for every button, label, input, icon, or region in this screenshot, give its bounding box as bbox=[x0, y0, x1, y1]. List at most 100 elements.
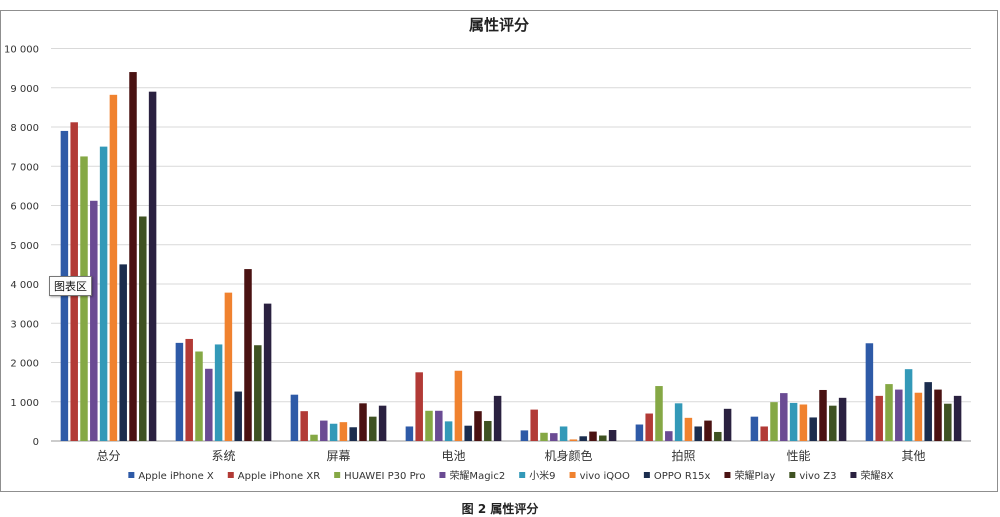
bar bbox=[635, 424, 644, 441]
bar bbox=[780, 393, 788, 441]
y-tick-label: 2 000 bbox=[10, 359, 39, 370]
x-axis-labels: 总分 系统 屏幕 电池 机身颜色 拍照 性能 其他 bbox=[96, 448, 925, 463]
legend-item: Apple iPhone X bbox=[128, 471, 214, 482]
legend-swatch bbox=[227, 472, 234, 478]
bar bbox=[789, 402, 798, 441]
y-tick-label: 9 000 bbox=[10, 84, 39, 95]
bar bbox=[195, 351, 203, 441]
bar bbox=[530, 409, 538, 441]
legend-item: vivo Z3 bbox=[789, 471, 836, 482]
legend-swatch bbox=[519, 472, 526, 478]
legend-item: 荣耀Magic2 bbox=[439, 470, 505, 482]
legend-swatch bbox=[850, 472, 857, 478]
bar bbox=[224, 292, 233, 441]
y-tick-label: 4 000 bbox=[10, 280, 39, 291]
x-tick-label: 总分 bbox=[96, 449, 120, 463]
bar bbox=[819, 389, 827, 441]
bar bbox=[425, 410, 433, 441]
bar bbox=[175, 342, 184, 441]
bar bbox=[599, 435, 607, 441]
y-tick-label: 5 000 bbox=[10, 241, 39, 252]
bar bbox=[119, 264, 127, 441]
legend-label: 荣耀Play bbox=[734, 470, 775, 482]
x-tick-label: 其他 bbox=[901, 449, 925, 463]
figure-caption: 图 2 属性评分 bbox=[461, 502, 539, 516]
legend-label: 小米9 bbox=[529, 469, 555, 482]
legend-label: Apple iPhone XR bbox=[238, 471, 320, 482]
bar bbox=[885, 384, 893, 441]
y-tick-label: 10 000 bbox=[4, 45, 39, 56]
bar bbox=[254, 345, 262, 441]
bar bbox=[129, 72, 137, 442]
chart-area-tooltip: 图表区 bbox=[49, 276, 92, 296]
bar bbox=[704, 420, 712, 441]
bar bbox=[924, 382, 932, 441]
bar bbox=[760, 426, 768, 441]
bar-chart: 属性评分 0 1 000 2 000 3 000 4 000 5 000 6 000 7 00… bbox=[4, 16, 971, 482]
legend-label: 荣耀Magic2 bbox=[449, 470, 505, 482]
gridlines bbox=[51, 48, 971, 442]
bar bbox=[829, 405, 837, 441]
bar bbox=[714, 431, 722, 441]
y-tick-label: 8 000 bbox=[10, 123, 39, 134]
bar bbox=[234, 391, 242, 441]
bar bbox=[694, 426, 702, 441]
bar bbox=[139, 216, 147, 441]
bar bbox=[838, 397, 847, 441]
bar bbox=[750, 416, 759, 441]
bar bbox=[90, 200, 98, 441]
y-tick-label: 0 bbox=[33, 437, 39, 448]
y-tick-label: 6 000 bbox=[10, 202, 39, 213]
legend-label: OPPO R15x bbox=[654, 471, 711, 482]
bar bbox=[329, 423, 338, 441]
bar bbox=[263, 303, 272, 441]
bar bbox=[185, 338, 193, 441]
bar bbox=[244, 269, 252, 441]
legend-swatch bbox=[128, 472, 135, 478]
bar bbox=[665, 431, 673, 441]
bar bbox=[484, 420, 492, 441]
legend-item: HUAWEI P30 Pro bbox=[334, 471, 425, 482]
bar bbox=[300, 411, 308, 441]
x-tick-label: 性能 bbox=[786, 449, 810, 463]
x-tick-label: 机身颜色 bbox=[544, 448, 592, 463]
bar bbox=[214, 344, 223, 441]
bar bbox=[435, 410, 443, 441]
bar bbox=[569, 439, 578, 441]
bar bbox=[464, 425, 472, 441]
legend-label: HUAWEI P30 Pro bbox=[344, 471, 425, 482]
bar bbox=[290, 394, 299, 441]
bar bbox=[645, 413, 653, 441]
legend-item: OPPO R15x bbox=[643, 471, 711, 482]
bar bbox=[109, 94, 118, 441]
bar bbox=[99, 146, 108, 441]
legend-label: vivo Z3 bbox=[799, 471, 836, 482]
legend-label: Apple iPhone X bbox=[138, 471, 214, 482]
chart-title: 属性评分 bbox=[469, 16, 529, 34]
legend-item: Apple iPhone XR bbox=[227, 471, 320, 482]
bar bbox=[684, 417, 693, 441]
legend-swatch bbox=[439, 472, 446, 478]
bar bbox=[674, 403, 683, 441]
legend-label: 荣耀8X bbox=[860, 470, 893, 482]
chart-area[interactable]: 属性评分 0 1 000 2 000 3 000 4 000 5 000 6 000 7 00… bbox=[0, 10, 998, 492]
bar bbox=[415, 372, 423, 441]
bar bbox=[378, 405, 387, 441]
bar bbox=[865, 343, 874, 441]
bar bbox=[369, 416, 377, 441]
legend-item: 小米9 bbox=[519, 469, 556, 482]
legend-swatch bbox=[789, 472, 796, 478]
bar bbox=[310, 434, 318, 441]
bar bbox=[559, 426, 568, 441]
bar bbox=[953, 395, 962, 441]
bar bbox=[799, 404, 808, 441]
bar bbox=[205, 368, 213, 441]
bar bbox=[454, 370, 463, 441]
bar bbox=[405, 426, 414, 441]
bar bbox=[359, 403, 367, 441]
bar bbox=[550, 433, 558, 441]
bar bbox=[809, 417, 817, 441]
legend-item: 荣耀Play bbox=[724, 470, 775, 482]
legend: Apple iPhone X Apple iPhone XR HUAWEI P30 … bbox=[128, 469, 894, 482]
x-tick-label: 屏幕 bbox=[326, 449, 350, 463]
